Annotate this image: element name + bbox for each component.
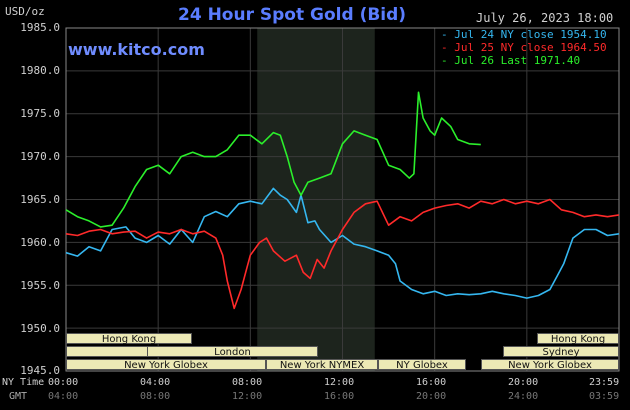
session-new-york-nymex: New York NYMEX	[266, 359, 378, 371]
chart-title: 24 Hour Spot Gold (Bid)	[178, 5, 407, 25]
series-line-3	[65, 91, 481, 228]
y-tick-label: 1965.0	[20, 193, 60, 206]
session-london: London	[147, 346, 318, 358]
x-tick-ny: 00:00	[48, 377, 79, 388]
y-tick-label: 1985.0	[20, 21, 60, 34]
x-tick-gmt: 08:00	[140, 391, 171, 402]
y-tick-label: 1975.0	[20, 107, 60, 120]
ny-time-label: NY Time	[2, 377, 45, 388]
series-line-2	[65, 198, 620, 310]
legend-label: Jul 24 NY close 1954.10	[454, 28, 607, 41]
x-tick-gmt: 20:00	[416, 391, 447, 402]
gmt-label: GMT	[9, 391, 28, 402]
y-tick-label: 1955.0	[20, 279, 60, 292]
units-label: USD/oz	[5, 5, 45, 18]
x-tick-gmt: 16:00	[324, 391, 355, 402]
x-tick-ny: 08:00	[232, 377, 263, 388]
x-tick-ny: 16:00	[416, 377, 447, 388]
plot-border	[65, 27, 620, 372]
x-tick-gmt: 12:00	[232, 391, 263, 402]
session-ny-globex: NY Globex	[378, 359, 466, 371]
x-tick-gmt: 04:00	[48, 391, 79, 402]
session-hong-kong-2: Hong Kong	[537, 333, 619, 345]
y-tick-label: 1950.0	[20, 322, 60, 335]
x-tick-ny: 12:00	[324, 377, 355, 388]
legend-swatch-icon: -	[441, 28, 455, 41]
y-tick-label: 1970.0	[20, 150, 60, 163]
legend-item-jul26: - Jul 26 Last 1971.40	[441, 54, 580, 67]
session-new-york-globex-2: New York Globex	[481, 359, 619, 371]
session-new-york-globex: New York Globex	[66, 359, 266, 371]
x-tick-gmt: 24:00	[508, 391, 539, 402]
legend-swatch-icon: -	[441, 41, 455, 54]
session-hong-kong: Hong Kong	[66, 333, 192, 345]
legend-label: Jul 25 NY close 1964.50	[454, 41, 607, 54]
y-tick-label: 1960.0	[20, 236, 60, 249]
legend-item-jul25: - Jul 25 NY close 1964.50	[441, 41, 607, 54]
x-tick-ny: 20:00	[508, 377, 539, 388]
legend-label: Jul 26 Last 1971.40	[454, 54, 581, 67]
x-tick-gmt: 03:59	[589, 391, 620, 402]
date-label: July 26, 2023 18:00	[476, 11, 614, 25]
session-sydney: Sydney	[503, 346, 619, 358]
series-lines	[65, 91, 620, 310]
legend-item-jul24: - Jul 24 NY close 1954.10	[441, 28, 607, 41]
y-tick-label: 1945.0	[20, 364, 60, 377]
x-tick-ny: 23:59	[589, 377, 620, 388]
legend-swatch-icon: -	[441, 54, 455, 67]
y-tick-label: 1980.0	[20, 64, 60, 77]
x-tick-ny: 04:00	[140, 377, 171, 388]
website-link[interactable]: www.kitco.com	[68, 40, 205, 59]
